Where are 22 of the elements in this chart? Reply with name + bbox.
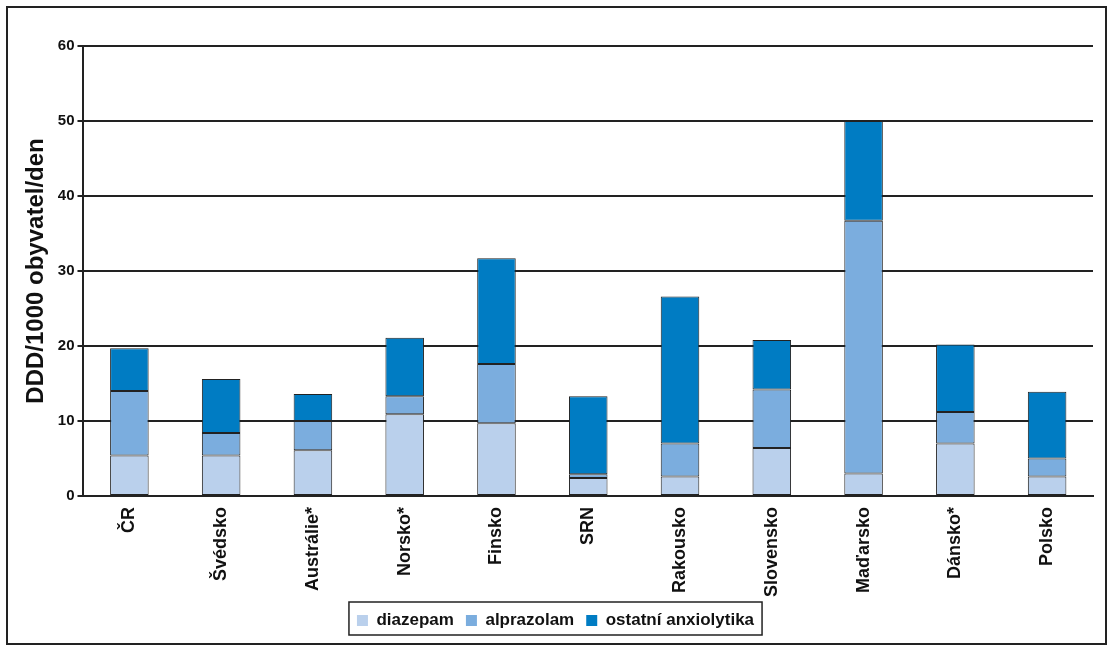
legend-label: diazepam	[376, 610, 454, 630]
y-tick-label: 30	[57, 261, 75, 279]
x-tick-label: Norsko*	[393, 506, 414, 576]
x-tick-label: Slovensko	[760, 506, 781, 598]
y-tick-label: 40	[57, 186, 75, 204]
legend-label: alprazolam	[485, 610, 575, 630]
x-tick-label: Finsko	[485, 506, 506, 565]
x-tick-label: SRN	[577, 506, 598, 545]
x-tick-label: Austrálie*	[301, 506, 322, 592]
x-tick-label: Rakousko	[668, 506, 689, 593]
y-tick-label: 20	[57, 336, 75, 354]
y-tick-label: 0	[66, 486, 75, 504]
y-tick-label: 50	[57, 111, 75, 129]
y-tick-label: 60	[57, 36, 75, 54]
x-tick-label: ČR	[117, 506, 139, 533]
legend-label: ostatní anxiolytika	[605, 610, 755, 630]
x-tick-label: Maďarsko	[852, 506, 873, 593]
x-tick-label: Švédsko	[209, 506, 231, 582]
y-axis-title: DDD/1000 obyvatel/den	[21, 138, 49, 404]
y-tick-label: 10	[57, 411, 75, 429]
x-tick-label: Dánsko*	[944, 506, 965, 579]
x-tick-label: Polsko	[1036, 506, 1057, 566]
